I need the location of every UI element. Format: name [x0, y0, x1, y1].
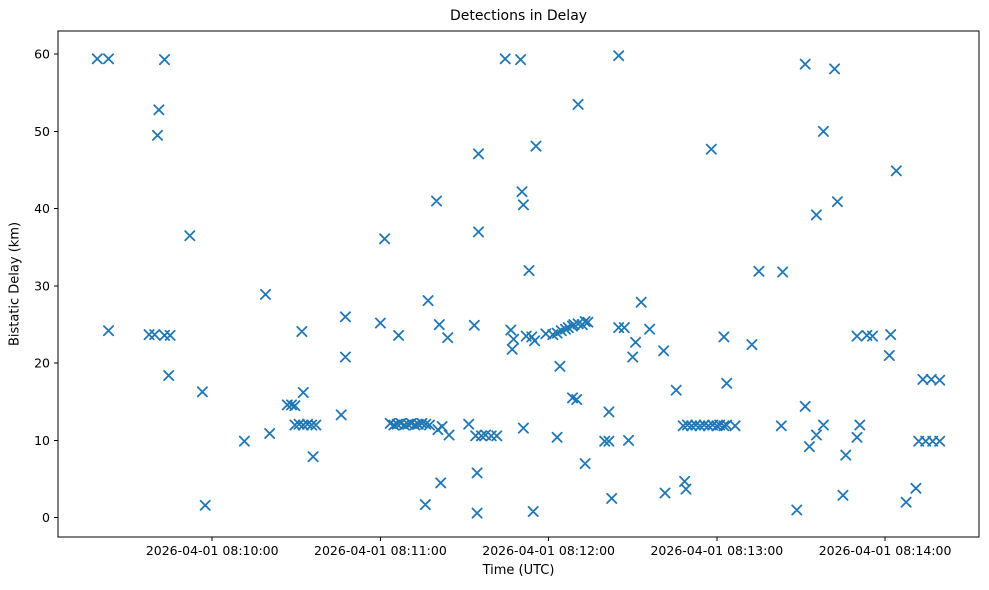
- x-tick-label: 2026-04-01 08:10:00: [146, 543, 279, 558]
- x-tick-label: 2026-04-01 08:14:00: [819, 543, 952, 558]
- x-tick-label: 2026-04-01 08:13:00: [650, 543, 783, 558]
- y-tick-label: 20: [34, 356, 50, 371]
- y-tick-label: 50: [34, 124, 50, 139]
- y-tick-label: 30: [34, 278, 50, 293]
- y-tick-label: 0: [42, 510, 50, 525]
- x-axis-label: Time (UTC): [482, 563, 555, 578]
- chart-title: Detections in Delay: [449, 8, 588, 24]
- plot-border: [57, 30, 980, 538]
- y-axis-label: Bistatic Delay (km): [7, 221, 23, 347]
- y-tick-label: 10: [34, 433, 50, 448]
- scatter-markers: [91, 50, 946, 519]
- y-tick-label: 40: [34, 201, 50, 216]
- x-tick-label: 2026-04-01 08:11:00: [314, 543, 447, 558]
- x-tick-label: 2026-04-01 08:12:00: [482, 543, 615, 558]
- y-tick-label: 60: [34, 47, 50, 62]
